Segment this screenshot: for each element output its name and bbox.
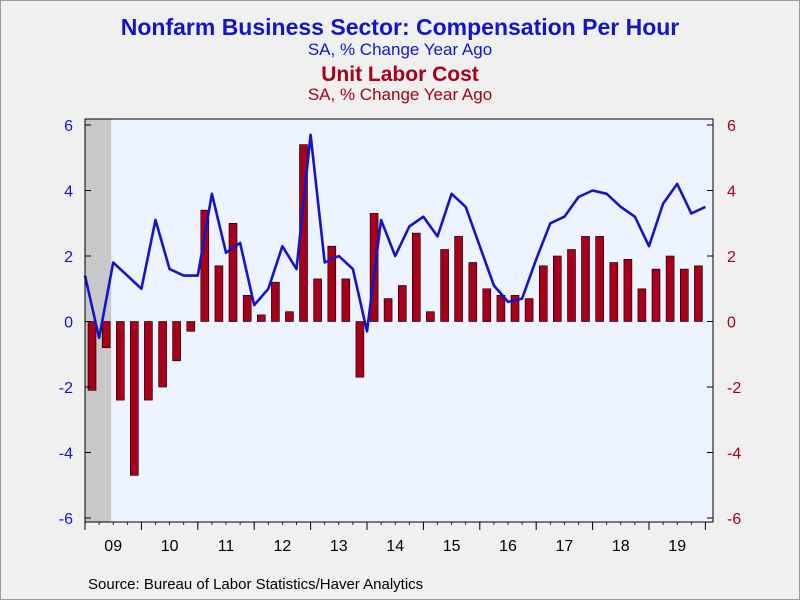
bar-unit-labor-cost [538, 265, 548, 322]
bar-unit-labor-cost [341, 278, 351, 322]
bar-unit-labor-cost [679, 268, 689, 322]
y-tick-label-right: 4 [727, 184, 736, 201]
bar-unit-labor-cost [327, 245, 337, 322]
bar-unit-labor-cost [694, 265, 703, 322]
bar-unit-labor-cost [87, 321, 97, 391]
bar-unit-labor-cost [482, 288, 492, 322]
bar-unit-labor-cost [440, 249, 449, 322]
bar-unit-labor-cost [130, 321, 139, 476]
chart-subtitle-red: SA, % Change Year Ago [307, 85, 493, 104]
x-tick-label: 17 [556, 538, 574, 555]
bar-unit-labor-cost [454, 236, 463, 322]
bar-unit-labor-cost [567, 249, 576, 322]
bar-unit-labor-cost [242, 294, 252, 322]
bar-unit-labor-cost [496, 294, 506, 322]
bar-unit-labor-cost [144, 321, 153, 401]
bar-unit-labor-cost [214, 265, 224, 322]
source-note: Source: Bureau of Labor Statistics/Haver… [88, 576, 424, 593]
y-tick-label-right: 0 [727, 315, 736, 332]
y-tick-label-right: 2 [727, 249, 736, 266]
bar-unit-labor-cost [637, 288, 647, 322]
bar-unit-labor-cost [411, 232, 421, 322]
y-tick-label-left: -2 [59, 380, 73, 397]
y-tick-label-left: -6 [59, 511, 73, 528]
x-tick-label: 19 [668, 538, 686, 555]
recession-shading [85, 119, 112, 522]
chart-subtitle-blue: SA, % Change Year Ago [307, 40, 493, 59]
x-tick-label: 12 [274, 538, 292, 555]
bar-unit-labor-cost [200, 209, 210, 322]
bar-unit-labor-cost [256, 314, 266, 322]
bar-unit-labor-cost [228, 223, 238, 322]
bar-unit-labor-cost [581, 236, 590, 322]
bar-unit-labor-cost [397, 285, 407, 322]
bar-unit-labor-cost [609, 262, 619, 322]
bar-unit-labor-cost [285, 311, 294, 322]
x-tick-label: 15 [443, 538, 461, 555]
y-tick-label-left: 0 [64, 315, 73, 332]
x-tick-label: 14 [386, 538, 404, 555]
line-compensation-per-hour [83, 133, 706, 340]
bar-unit-labor-cost [355, 321, 365, 378]
bar-unit-labor-cost [271, 281, 280, 322]
bar-unit-labor-cost [468, 262, 478, 322]
bar-unit-labor-cost [116, 321, 125, 401]
bar-unit-labor-cost [524, 298, 534, 322]
y-tick-label-right: -2 [727, 380, 741, 397]
bar-unit-labor-cost [383, 298, 393, 322]
x-tick-label: 18 [612, 538, 630, 555]
y-tick-label-left: -4 [59, 446, 73, 463]
bar-unit-labor-cost [665, 255, 675, 322]
y-tick-label-right: -4 [727, 446, 741, 463]
chart-title-blue: Nonfarm Business Sector: Compensation Pe… [120, 14, 680, 40]
bar-unit-labor-cost [623, 258, 633, 322]
bar-unit-labor-cost [313, 278, 322, 322]
plot-border [84, 118, 714, 523]
x-tick-label: 10 [161, 538, 179, 555]
x-tick-label: 11 [218, 538, 235, 555]
y-tick-label-left: 2 [64, 249, 73, 266]
bar-unit-labor-cost [426, 311, 435, 322]
x-tick-label: 13 [330, 538, 348, 555]
x-tick-label: 09 [104, 538, 122, 555]
bar-unit-labor-cost [158, 321, 167, 388]
bar-unit-labor-cost [186, 321, 196, 332]
y-tick-label-right: 6 [727, 118, 736, 135]
y-tick-label-right: -6 [727, 511, 741, 528]
y-tick-label-left: 4 [64, 184, 73, 201]
bar-unit-labor-cost [101, 321, 111, 349]
bar-unit-labor-cost [651, 268, 661, 322]
x-tick-label: 16 [499, 538, 517, 555]
bar-unit-labor-cost [172, 321, 181, 362]
bar-unit-labor-cost [552, 255, 562, 322]
chart-title-red: Unit Labor Cost [321, 63, 479, 86]
bar-unit-labor-cost [595, 236, 604, 322]
y-tick-label-left: 6 [64, 118, 73, 135]
bar-unit-labor-cost [510, 294, 520, 322]
